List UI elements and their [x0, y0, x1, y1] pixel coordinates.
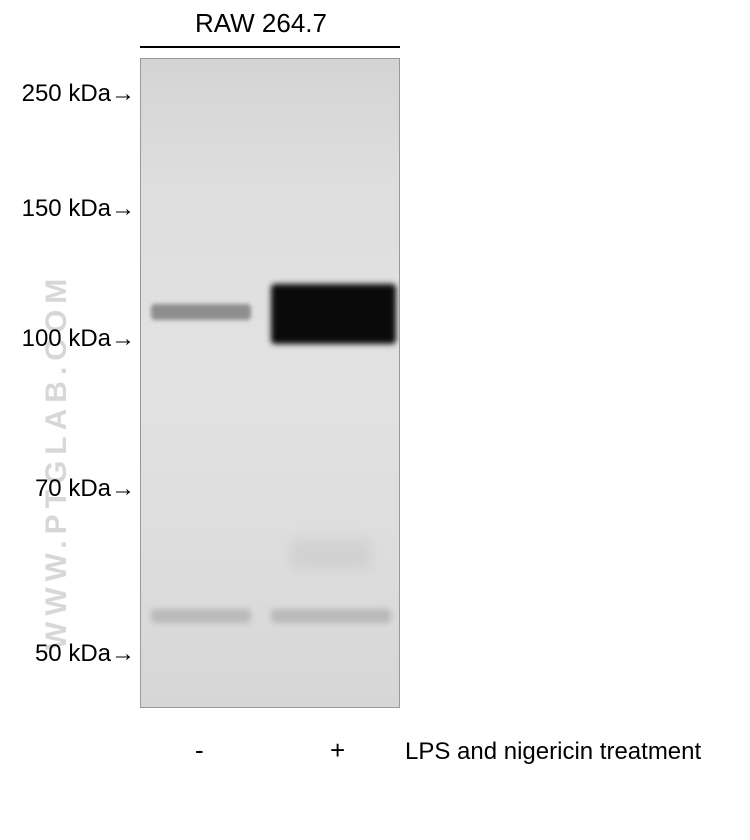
mw-marker-label: 100 kDa→ — [22, 325, 135, 353]
figure-container: RAW 264.7 WWW.PTGLAB.COM LPS and nigeric… — [0, 0, 750, 840]
lane-condition-symbol: + — [330, 735, 345, 766]
lane-condition-symbol: - — [195, 735, 204, 766]
mw-marker-label: 150 kDa→ — [22, 195, 135, 223]
mw-marker-label: 70 kDa→ — [35, 475, 135, 503]
blot-band — [151, 304, 251, 320]
mw-marker-label: 250 kDa→ — [22, 80, 135, 108]
blot-band — [271, 284, 396, 344]
watermark-text: WWW.PTGLAB.COM — [40, 110, 74, 650]
blot-band — [151, 609, 251, 623]
treatment-label: LPS and nigericin treatment — [405, 738, 701, 766]
blot-band — [291, 539, 371, 569]
blot-band — [271, 609, 391, 623]
sample-header-line — [140, 46, 400, 48]
sample-header-label: RAW 264.7 — [195, 8, 327, 39]
western-blot-image — [140, 58, 400, 708]
mw-marker-label: 50 kDa→ — [35, 640, 135, 668]
